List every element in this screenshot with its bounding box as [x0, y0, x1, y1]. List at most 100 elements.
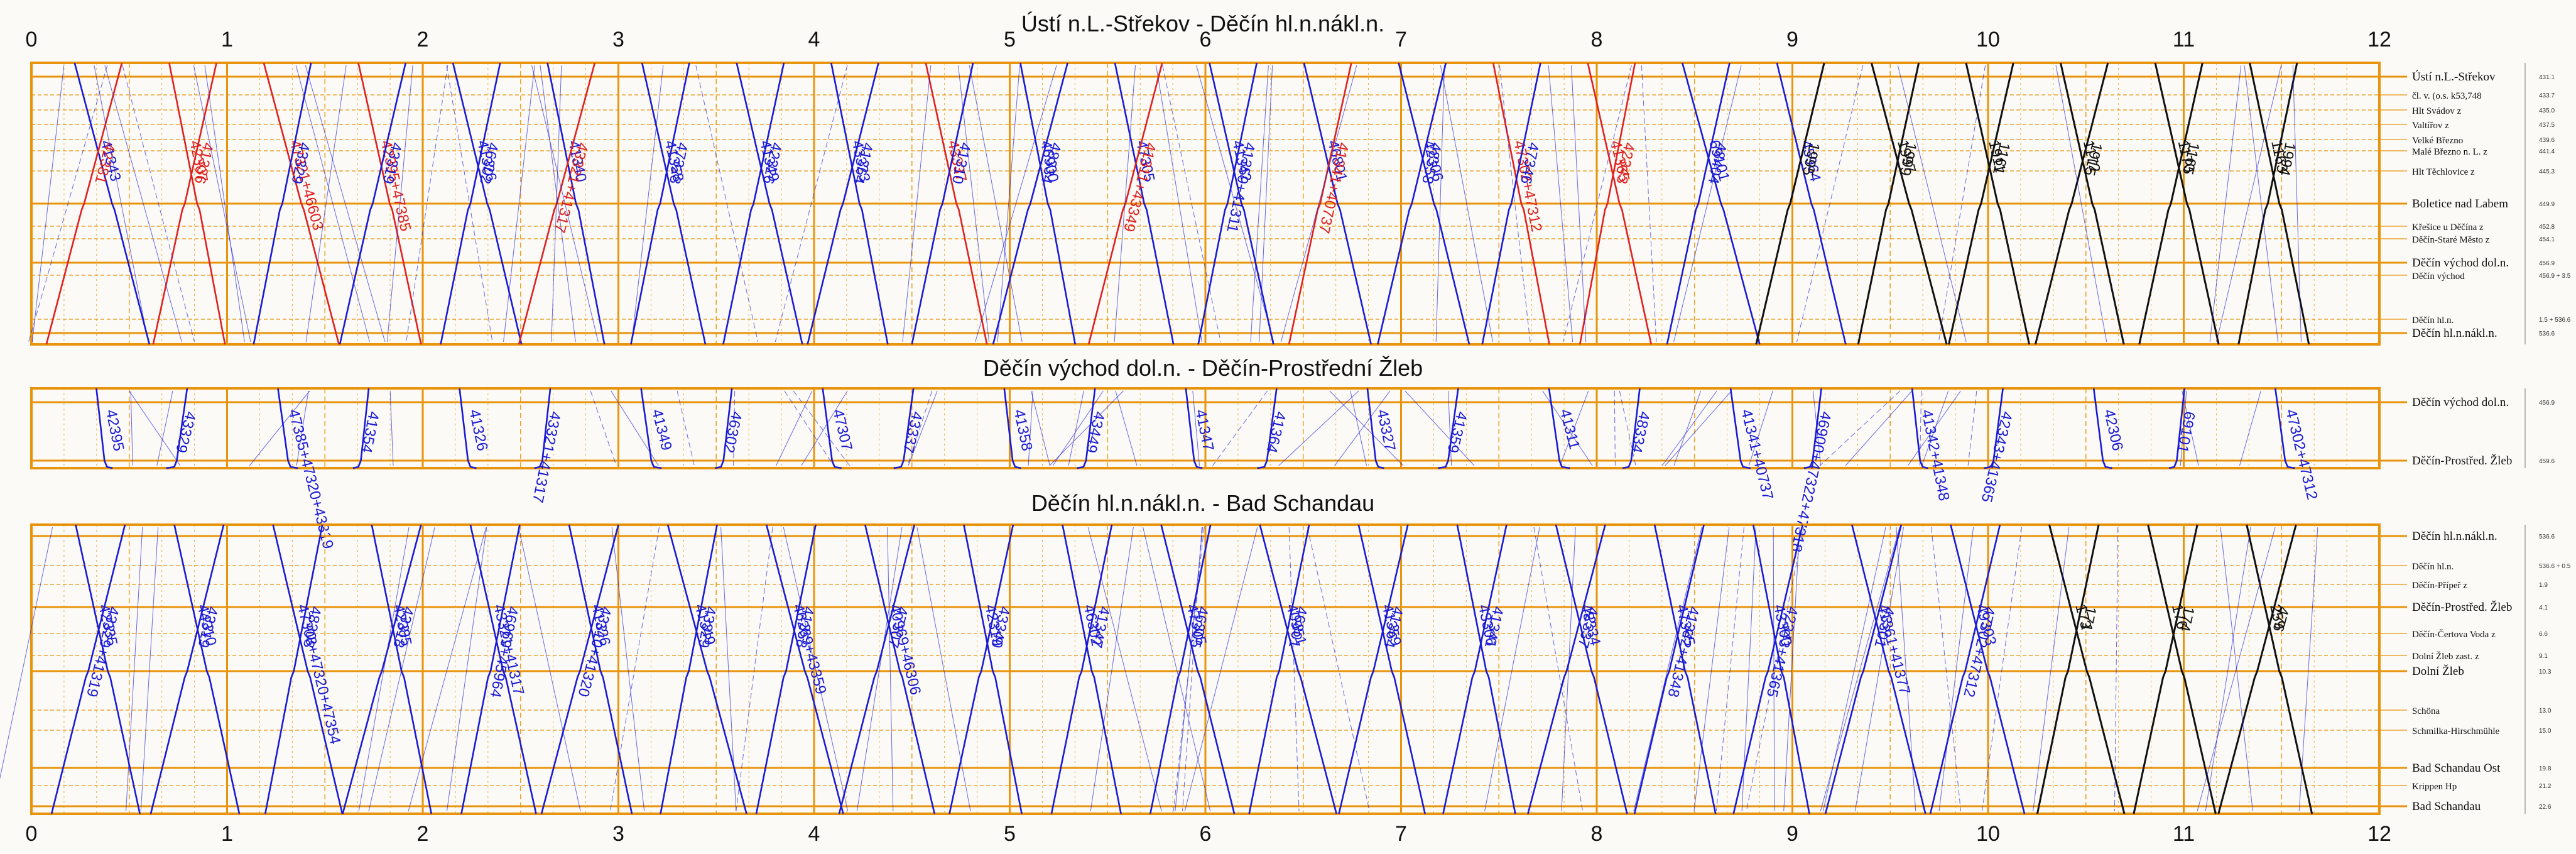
train-path [546, 62, 606, 345]
train-path [1579, 62, 1636, 345]
secondary-train-path [204, 65, 245, 342]
station-name: Ústí n.L.-Střekov [2412, 70, 2496, 84]
train-path [2274, 388, 2295, 469]
secondary-train-path [1259, 65, 1273, 342]
hour-label: 12 [2367, 28, 2391, 52]
secondary-train-path [1773, 527, 1775, 812]
secondary-train-path [969, 65, 1023, 342]
secondary-train-path [1907, 390, 1961, 466]
secondary-train-path [1633, 527, 1702, 812]
hour-label: 4 [808, 822, 820, 846]
secondary-train-path [1783, 527, 1800, 812]
train-path [1752, 524, 1810, 814]
secondary-train-path [1741, 527, 1756, 812]
secondary-train-path [1196, 65, 1274, 342]
station-name: Dolní Žleb zast. z [2412, 651, 2479, 662]
secondary-train-path [1350, 390, 1367, 466]
station-km: 536.6 [2539, 534, 2555, 540]
secondary-train-path [1896, 527, 1916, 812]
secondary-train-path [31, 65, 65, 342]
station-name: Děčín hl.n.nákl.n. [2412, 530, 2497, 543]
secondary-train-path [774, 65, 848, 342]
train-path [1587, 62, 1653, 345]
train-path [469, 524, 537, 814]
station-km: 449.9 [2539, 201, 2555, 208]
secondary-train-path [1931, 527, 1962, 812]
secondary-train-path [1182, 527, 1202, 812]
hour-label: 11 [2173, 822, 2195, 846]
train-path [925, 62, 988, 345]
train-path [2249, 62, 2310, 345]
secondary-train-path [1796, 65, 1864, 342]
train-path [1527, 524, 1606, 814]
train-path [1377, 62, 1447, 345]
secondary-train-path [295, 65, 370, 342]
station-name: Hlt Svádov z [2412, 106, 2462, 116]
train-path [1259, 524, 1337, 814]
train-path [45, 62, 123, 345]
train-path [440, 62, 501, 345]
secondary-train-path [1435, 65, 1445, 342]
hour-label: 4 [808, 28, 820, 52]
train-path [342, 524, 422, 814]
secondary-train-path [358, 527, 410, 812]
secondary-train-path [503, 65, 535, 342]
train-path [2147, 524, 2217, 814]
secondary-train-path [1571, 65, 1587, 342]
secondary-train-path [122, 65, 195, 342]
secondary-train-path [1921, 390, 1949, 466]
secondary-train-path [130, 390, 133, 466]
secondary-train-path [2209, 65, 2242, 342]
secondary-train-path [902, 65, 932, 342]
secondary-train-path [2197, 527, 2276, 812]
secondary-train-path [1641, 65, 1657, 342]
train-path [2138, 62, 2204, 345]
secondary-train-path [611, 527, 645, 812]
secondary-train-path [1212, 390, 1268, 466]
train-path [253, 62, 312, 345]
train-path [715, 388, 733, 469]
train-path [95, 388, 113, 469]
station-km: 439.6 [2539, 137, 2555, 144]
train-path [568, 524, 633, 814]
secondary-train-path [1614, 390, 1616, 466]
station-km: 445.3 [2539, 168, 2555, 175]
hour-label: 2 [417, 822, 429, 846]
station-name: Hlt Těchlovice z [2412, 167, 2475, 177]
secondary-train-path [1665, 390, 1732, 466]
secondary-train-path [736, 527, 773, 812]
secondary-train-path [1028, 390, 1033, 466]
train-path [765, 524, 844, 814]
train-path [736, 62, 803, 345]
station-name: Děčín hl.n.nákl.n. [2412, 327, 2497, 340]
train-path [75, 524, 141, 814]
train-path [460, 524, 521, 814]
secondary-train-path [408, 527, 487, 812]
train-path [73, 62, 151, 345]
train-path [893, 388, 915, 469]
secondary-train-path [1143, 527, 1211, 812]
train-path [1209, 62, 1274, 345]
station-name: Děčín-Prostřed. Žleb [2412, 454, 2512, 468]
secondary-train-path [776, 390, 813, 466]
hour-label: 5 [1004, 28, 1016, 52]
train-path [1398, 62, 1470, 345]
secondary-train-path [140, 527, 159, 812]
train-path [1288, 62, 1352, 345]
secondary-train-path [590, 390, 617, 466]
secondary-train-path [631, 65, 664, 342]
train-path [911, 62, 974, 345]
secondary-train-path [1192, 390, 1200, 466]
secondary-train-path [1819, 390, 1901, 466]
secondary-train-path [406, 65, 448, 342]
train-path [963, 524, 1023, 814]
station-name: Boletice nad Labem [2412, 197, 2508, 211]
train-path [1257, 388, 1278, 469]
secondary-train-path [1812, 390, 1822, 466]
train-path [1149, 524, 1212, 814]
train-path [1087, 62, 1163, 345]
secondary-train-path [1114, 65, 1136, 342]
train-path [640, 388, 662, 469]
train-path [2217, 524, 2297, 814]
